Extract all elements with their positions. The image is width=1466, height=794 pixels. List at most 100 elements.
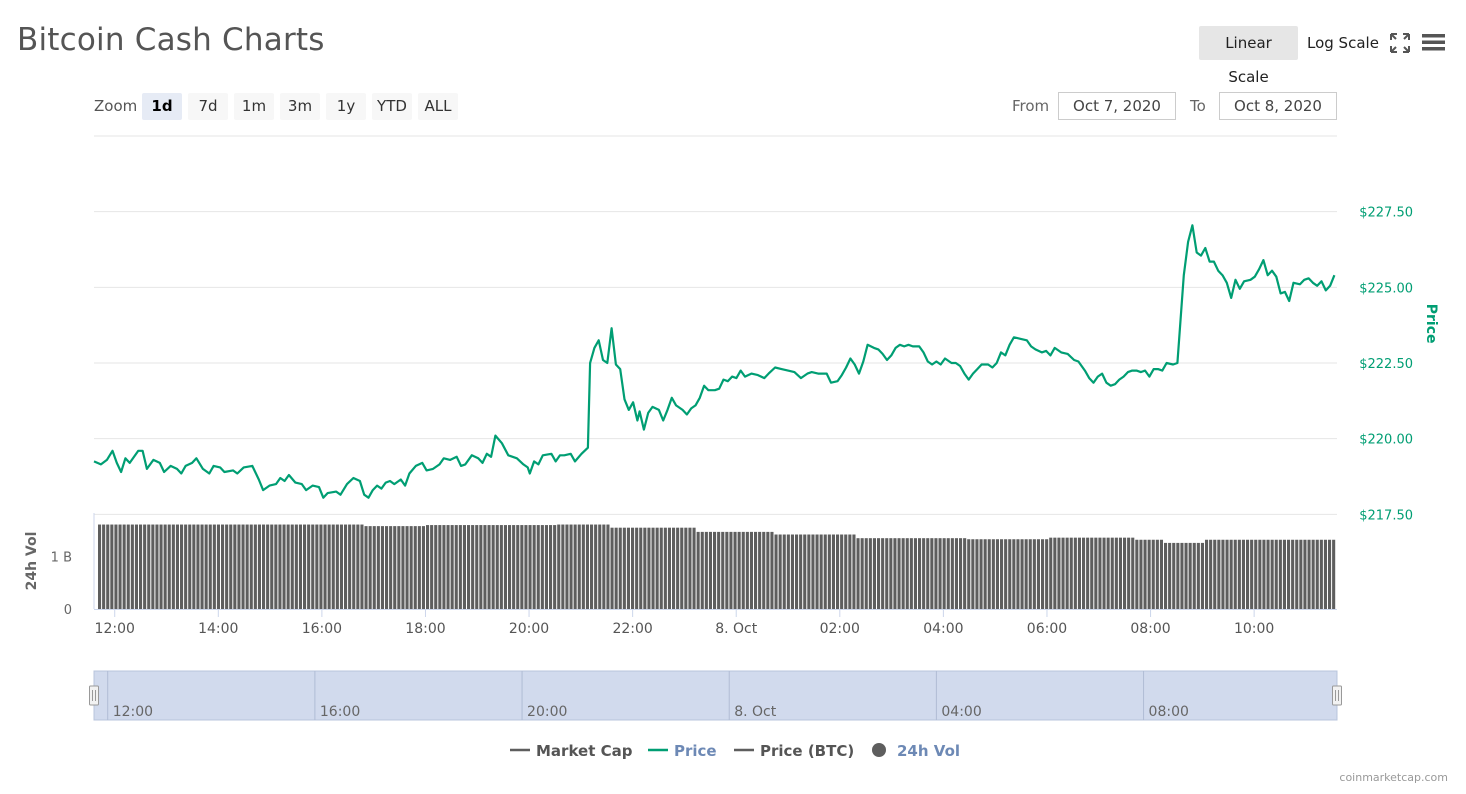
volume-bar [1123,537,1127,609]
log-scale-button[interactable]: Log Scale [1307,34,1379,52]
zoom-1m-button[interactable]: 1m [234,93,274,120]
volume-bar [188,524,192,609]
volume-bar [721,531,725,609]
zoom-1y-button[interactable]: 1y [326,93,366,120]
volume-bar [1282,539,1286,609]
volume-bar [631,527,635,609]
volume-bar [819,534,823,609]
volume-bar [1176,542,1180,609]
volume-bar [1319,539,1323,609]
volume-bar [241,524,245,609]
volume-bar [393,526,397,609]
volume-bar [200,524,204,609]
volume-bar [1213,539,1217,609]
volume-bar [303,524,307,609]
fullscreen-icon[interactable] [1390,33,1410,53]
volume-bar [786,534,790,609]
volume-bar [1258,539,1262,609]
volume-bar [520,525,524,609]
hamburger-menu-icon[interactable] [1422,32,1446,52]
volume-bar [413,526,417,609]
volume-bar [1024,539,1028,609]
volume-bar [516,525,520,609]
volume-bar [421,526,425,609]
zoom-7d-button[interactable]: 7d [188,93,228,120]
volume-bar [257,524,261,609]
volume-bar [225,524,229,609]
volume-bar [1217,539,1221,609]
volume-bar [1254,539,1258,609]
to-date-input[interactable] [1219,92,1337,120]
volume-bar [134,524,138,609]
credit-text: coinmarketcap.com [1339,771,1448,784]
volume-bar [151,524,155,609]
price-gridlines [94,135,1337,515]
volume-bar [1028,539,1032,609]
volume-bar [426,525,430,609]
navigator-tick-label: 12:00 [113,704,153,720]
x-tick-label: 08:00 [1130,621,1170,637]
volume-bar [159,524,163,609]
volume-bar [1180,542,1184,609]
volume-bar [713,531,717,609]
volume-bar [585,524,589,609]
volume-bars [98,524,1336,609]
volume-bar [618,527,622,609]
volume-bar [1131,537,1135,609]
volume-bar [1020,539,1024,609]
zoom-1d-button[interactable]: 1d [142,93,182,120]
volume-bar [1147,539,1151,609]
zoom-3m-button[interactable]: 3m [280,93,320,120]
x-tick-label: 8. Oct [715,621,758,637]
volume-bar [1246,539,1250,609]
volume-bar [331,524,335,609]
volume-bar [1045,539,1049,609]
volume-bar [499,525,503,609]
volume-bar [1315,539,1319,609]
volume-bar [208,524,212,609]
volume-bar [836,534,840,609]
to-label: To [1190,97,1206,115]
volume-bar [491,525,495,609]
volume-bar [528,525,532,609]
volume-bar [323,524,327,609]
volume-bar [1303,539,1307,609]
x-tick-label: 10:00 [1234,621,1274,637]
zoom-all-button[interactable]: ALL [418,93,458,120]
linear-scale-button[interactable]: Linear Scale [1199,26,1298,86]
legend-item-label: Price [674,742,717,760]
fullscreen-icon-graphic [1390,33,1410,53]
volume-bar [651,527,655,609]
volume-bar [1098,537,1102,609]
price-series [93,224,1336,499]
volume-bar [204,524,208,609]
volume-bar [397,526,401,609]
volume-bar [147,524,151,609]
volume-bar [573,524,577,609]
volume-bar [1164,542,1168,609]
volume-bar [725,531,729,609]
zoom-ytd-button[interactable]: YTD [372,93,412,120]
volume-bar [430,525,434,609]
volume-bar [1159,539,1163,609]
volume-bar [577,524,581,609]
volume-bar [864,538,868,609]
volume-bar [389,526,393,609]
volume-bar [1188,542,1192,609]
volume-bar [118,524,122,609]
volume-bar [315,524,319,609]
volume-bar [540,525,544,609]
volume-bar [827,534,831,609]
from-date-input[interactable] [1058,92,1176,120]
volume-bar [405,526,409,609]
volume-bar [852,534,856,609]
price-tick-label: $217.50 [1359,508,1413,523]
volume-bar [462,525,466,609]
volume-bar [1077,537,1081,609]
volume-bar [184,524,188,609]
volume-bar [1118,537,1122,609]
navigator-tick-label: 16:00 [320,704,360,720]
volume-bar [364,526,368,609]
volume-bar [454,525,458,609]
volume-bar [626,527,630,609]
